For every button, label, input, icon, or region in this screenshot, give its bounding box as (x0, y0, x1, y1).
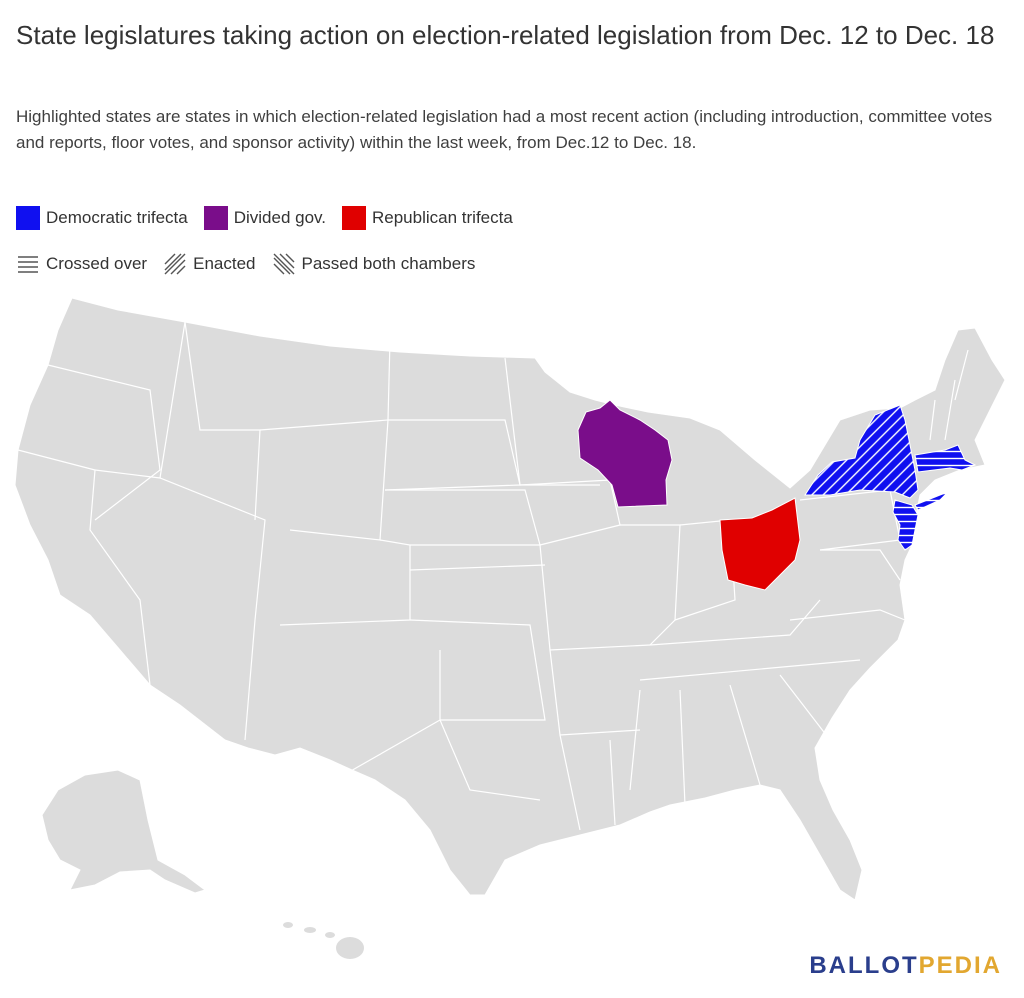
wisconsin-state (577, 399, 673, 508)
new-jersey-state (892, 499, 919, 551)
legend-label: Republican trifecta (372, 208, 513, 227)
legend-label: Democratic trifecta (46, 208, 188, 227)
hawaii-shape (283, 922, 364, 959)
massachusetts-state (914, 444, 977, 473)
legend-democratic-trifecta: Democratic trifecta (16, 206, 188, 230)
legend-republican-trifecta: Republican trifecta (342, 206, 513, 230)
legend-label: Crossed over (46, 254, 148, 273)
new-york-state (804, 404, 919, 499)
long-island-shape (914, 491, 949, 511)
map-subtitle: Highlighted states are states in which e… (16, 107, 993, 152)
color-legend: Democratic trifecta Divided gov. Republi… (16, 206, 529, 230)
legend-divided-gov: Divided gov. (203, 206, 326, 230)
legend-label: Divided gov. (233, 208, 326, 227)
democratic-swatch (16, 206, 40, 230)
diagonal-forward-icon (164, 253, 186, 275)
legend-label: Passed both chambers (301, 254, 476, 273)
legend-enacted: Enacted (163, 252, 256, 276)
ballotpedia-logo: BALLOTPEDIA (809, 952, 1002, 979)
state-borders (17, 321, 969, 831)
divided-swatch (203, 206, 228, 230)
ohio-state (719, 497, 801, 591)
alaska-shape (41, 769, 207, 894)
legend-crossed-over: Crossed over (16, 252, 147, 276)
map-title: State legislatures taking action on elec… (16, 20, 995, 50)
republican-swatch (342, 206, 366, 230)
pattern-legend: Crossed over Enacted Passed both chamber… (16, 252, 491, 276)
legend-passed-both: Passed both chambers (272, 252, 476, 276)
diagonal-backward-icon (273, 253, 294, 275)
legend-label: Enacted (193, 254, 256, 273)
contiguous-us-shape (14, 297, 1006, 901)
horizontal-lines-icon (18, 256, 38, 273)
